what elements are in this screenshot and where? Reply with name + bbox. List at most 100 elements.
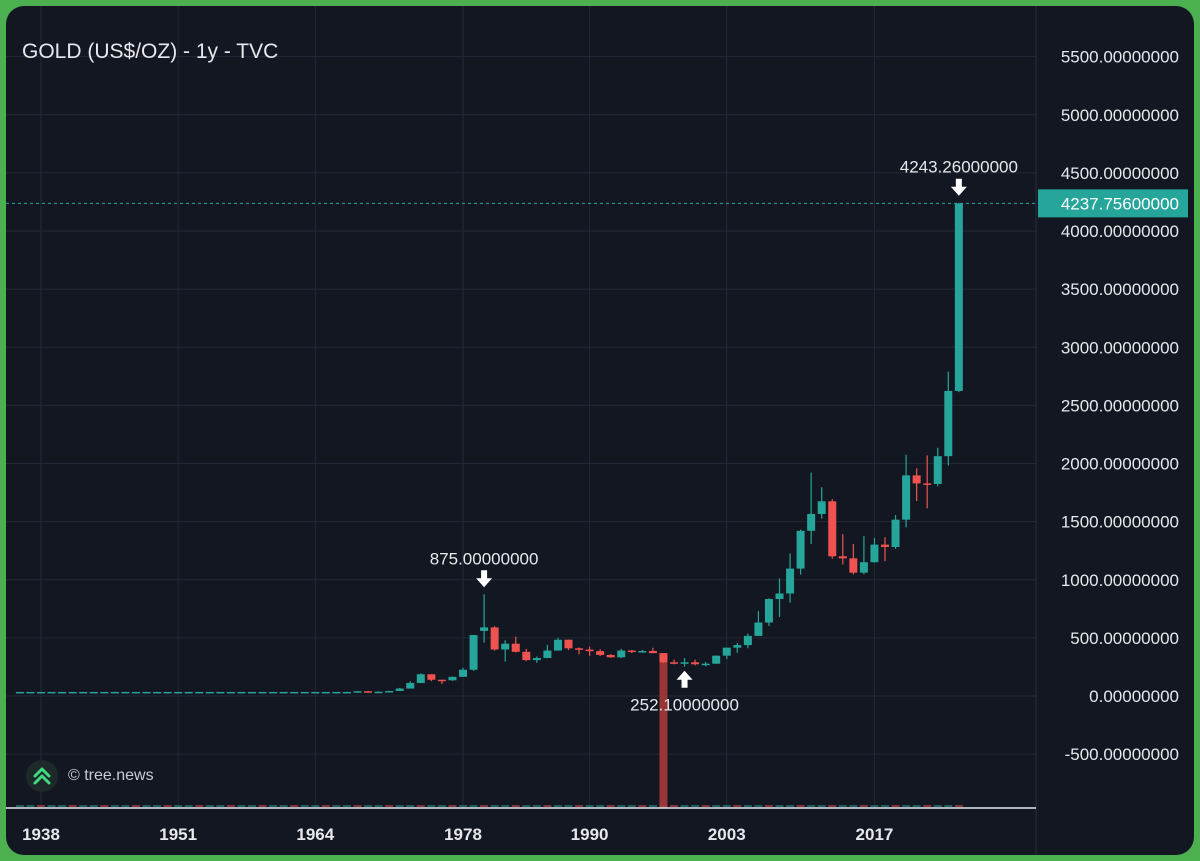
candlestick-chart[interactable]: 4237.75600000 4243.26000000 875.00000000 25… xyxy=(6,6,1194,855)
annotation: 252.10000000 xyxy=(630,670,739,715)
candle-body xyxy=(100,691,109,694)
annotation-label: 252.10000000 xyxy=(630,696,739,715)
candle-body xyxy=(15,691,24,694)
y-tick-label: -500.00000000 xyxy=(1065,745,1179,764)
candle-body xyxy=(226,691,235,694)
candle-body xyxy=(817,501,826,514)
y-tick-label: 0.00000000 xyxy=(1089,687,1179,706)
x-tick-label: 1951 xyxy=(159,825,197,844)
candle-body xyxy=(838,556,847,559)
watermark-text: © tree.news xyxy=(68,767,154,784)
candle-body xyxy=(395,688,404,692)
tree-news-logo-icon xyxy=(26,760,58,792)
y-tick-label: 4500.00000000 xyxy=(1061,164,1179,183)
candle-body xyxy=(764,599,773,623)
candle-body xyxy=(79,691,88,694)
candle-body xyxy=(511,643,520,652)
candle-body xyxy=(131,691,140,694)
candle-body xyxy=(553,639,562,651)
candle-body xyxy=(121,691,130,694)
candle-body xyxy=(184,691,193,694)
candle-body xyxy=(427,674,436,680)
candle-body xyxy=(849,558,858,573)
candle-body xyxy=(89,691,98,694)
current-price-label: 4237.75600000 xyxy=(1061,194,1179,213)
y-tick-label: 3500.00000000 xyxy=(1061,280,1179,299)
candle-body xyxy=(364,691,373,693)
candle-body xyxy=(385,691,394,693)
candle-body xyxy=(290,691,299,694)
candle-body xyxy=(912,475,921,484)
candle-body xyxy=(490,627,499,650)
candle-body xyxy=(575,648,584,650)
candle-body xyxy=(701,663,710,666)
candle-body xyxy=(174,691,183,694)
candle-body xyxy=(733,645,742,648)
candle-body xyxy=(258,691,267,694)
candle-body xyxy=(332,691,341,694)
candle-body xyxy=(248,691,256,694)
candle-body xyxy=(416,674,425,683)
candle-body xyxy=(110,691,119,694)
candle-body xyxy=(522,651,531,661)
y-tick-label: 2500.00000000 xyxy=(1061,396,1179,415)
candle-body xyxy=(786,568,795,594)
candle-body xyxy=(321,691,330,694)
candle-body xyxy=(712,655,721,664)
chart-frame: 4237.75600000 4243.26000000 875.00000000 25… xyxy=(6,6,1194,855)
candle-body xyxy=(480,627,489,631)
candle-body xyxy=(859,562,868,573)
candle-body xyxy=(216,691,225,694)
candle-body xyxy=(58,691,67,694)
candle-body xyxy=(374,691,383,694)
candle-body xyxy=(944,390,953,457)
candle-body xyxy=(627,650,636,653)
candle-body xyxy=(406,682,415,689)
candle-body xyxy=(300,691,309,694)
candle-body xyxy=(596,651,605,655)
candle-body xyxy=(26,691,35,694)
candle-body xyxy=(311,691,320,694)
candle-body xyxy=(923,483,932,485)
candle-body xyxy=(269,691,278,694)
candle-body xyxy=(437,679,446,682)
candle-body xyxy=(796,530,805,569)
candle-body xyxy=(606,654,615,658)
candle-body xyxy=(617,650,626,658)
candle-body xyxy=(68,691,77,694)
candle-body xyxy=(881,544,889,547)
candle-body xyxy=(954,203,963,391)
y-tick-label: 1500.00000000 xyxy=(1061,513,1179,532)
candle-body xyxy=(195,691,204,694)
candle-body xyxy=(670,662,678,664)
grid-layer xyxy=(6,6,1036,808)
candle-body xyxy=(342,691,351,694)
y-tick-label: 4000.00000000 xyxy=(1061,222,1179,241)
annotation-label: 875.00000000 xyxy=(430,549,539,568)
candle-body xyxy=(722,647,731,656)
overlay-layer: 4237.75600000 4243.26000000 875.00000000 25… xyxy=(6,158,1188,715)
candle-body xyxy=(754,622,763,636)
x-tick-label: 2003 xyxy=(708,825,746,844)
candle-body xyxy=(205,691,214,694)
candle-body xyxy=(902,475,911,520)
candle-body xyxy=(743,635,752,646)
candle-body xyxy=(680,662,689,664)
annotation: 4243.26000000 xyxy=(900,158,1018,196)
y-tick-label: 2000.00000000 xyxy=(1061,455,1179,474)
candle-body xyxy=(37,691,45,694)
candle-body xyxy=(459,669,467,677)
highlight-column xyxy=(659,653,668,808)
x-tick-label: 2017 xyxy=(856,825,894,844)
candle-body xyxy=(691,662,700,665)
arrow-down-icon xyxy=(950,178,967,196)
candle-body xyxy=(870,544,879,563)
candle-body xyxy=(142,691,151,694)
arrow-down-icon xyxy=(476,570,493,588)
candle-body xyxy=(807,513,816,531)
candle-body xyxy=(163,691,172,694)
candle-body xyxy=(501,643,510,650)
candle-body xyxy=(279,691,288,694)
candle-body xyxy=(237,691,246,694)
candle-body xyxy=(564,639,573,649)
